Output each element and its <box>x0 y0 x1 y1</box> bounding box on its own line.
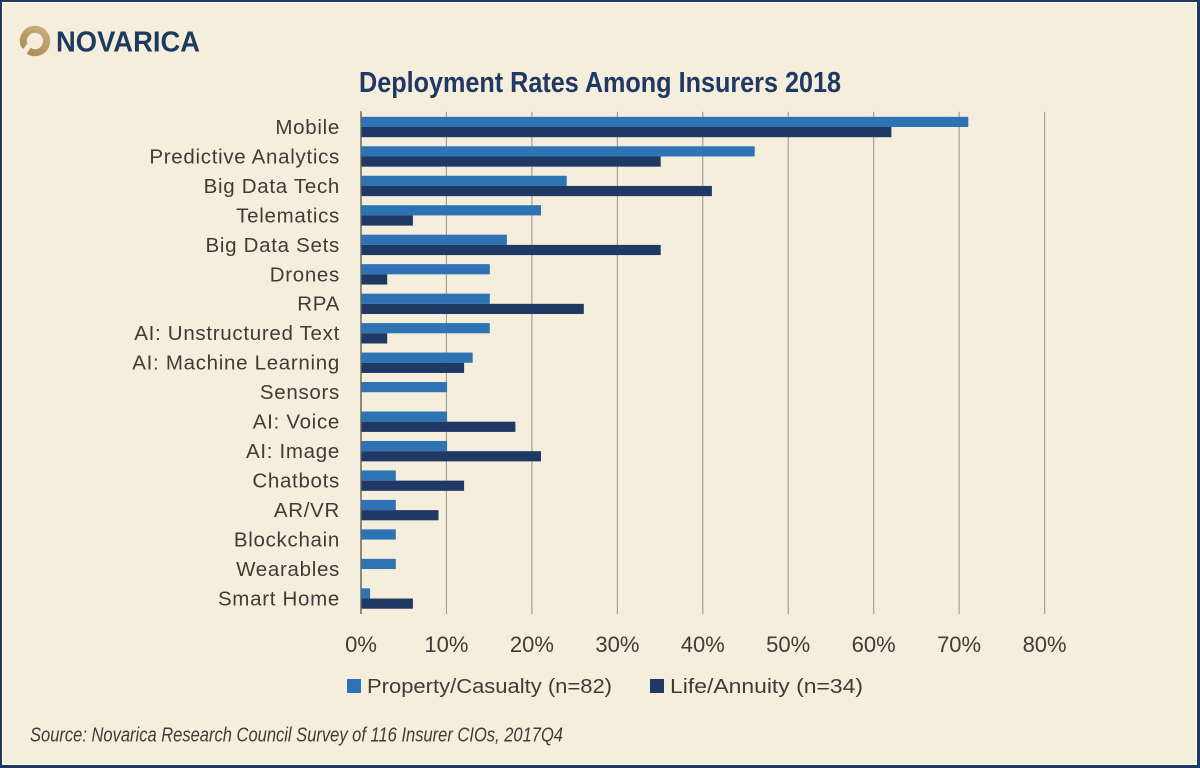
svg-text:Smart Home: Smart Home <box>218 587 340 610</box>
svg-text:10%: 10% <box>424 632 468 657</box>
svg-text:30%: 30% <box>595 632 639 657</box>
svg-text:70%: 70% <box>937 632 981 657</box>
svg-text:Source: Novarica Research Coun: Source: Novarica Research Council Survey… <box>30 725 563 747</box>
svg-text:50%: 50% <box>766 632 810 657</box>
svg-text:Big Data Tech: Big Data Tech <box>204 175 340 198</box>
svg-text:Telematics: Telematics <box>236 204 340 227</box>
svg-text:Mobile: Mobile <box>275 116 340 139</box>
svg-text:RPA: RPA <box>297 293 340 316</box>
svg-text:0%: 0% <box>345 632 377 657</box>
svg-text:20%: 20% <box>510 632 554 657</box>
svg-text:Life/Annuity (n=34): Life/Annuity (n=34) <box>670 676 863 698</box>
svg-text:AI: Image: AI: Image <box>246 440 340 463</box>
svg-text:NOVARICA: NOVARICA <box>56 27 200 59</box>
svg-text:40%: 40% <box>681 632 725 657</box>
svg-text:60%: 60% <box>852 632 896 657</box>
svg-text:Drones: Drones <box>270 263 340 286</box>
svg-text:AI: Machine Learning: AI: Machine Learning <box>132 352 340 375</box>
svg-text:Chatbots: Chatbots <box>252 470 340 493</box>
svg-text:AI: Unstructured Text: AI: Unstructured Text <box>134 322 340 345</box>
svg-text:Deployment Rates Among Insurer: Deployment Rates Among Insurers 2018 <box>359 67 841 99</box>
svg-text:Sensors: Sensors <box>260 381 340 404</box>
svg-text:Predictive Analytics: Predictive Analytics <box>149 145 340 168</box>
svg-text:Big Data Sets: Big Data Sets <box>206 234 340 257</box>
svg-text:AI: Voice: AI: Voice <box>253 411 340 434</box>
svg-text:80%: 80% <box>1023 632 1067 657</box>
svg-text:Blockchain: Blockchain <box>234 528 340 551</box>
svg-text:Wearables: Wearables <box>236 558 340 581</box>
svg-text:Property/Casualty (n=82): Property/Casualty (n=82) <box>367 676 612 698</box>
svg-text:AR/VR: AR/VR <box>274 499 340 522</box>
